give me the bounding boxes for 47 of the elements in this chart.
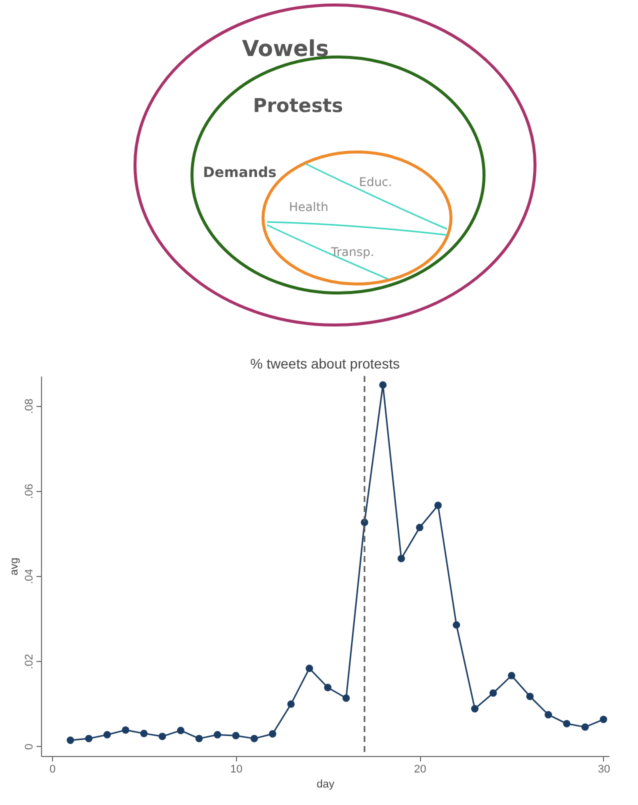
x-axis-title: day xyxy=(316,778,335,790)
text: Demands xyxy=(203,165,276,181)
y-tick-label: 0 xyxy=(24,744,36,750)
point xyxy=(140,730,148,738)
point xyxy=(306,664,314,672)
x-tick-label: 10 xyxy=(230,764,242,776)
point xyxy=(508,672,516,680)
x-tick-label: 0 xyxy=(49,764,56,776)
point xyxy=(122,726,130,734)
x-tick-label: 20 xyxy=(414,764,426,776)
text: Vowels xyxy=(242,37,329,62)
point xyxy=(600,716,608,724)
point xyxy=(324,684,332,692)
point xyxy=(581,723,589,731)
point xyxy=(563,720,570,728)
point xyxy=(66,736,74,744)
y-axis-title: avg xyxy=(8,558,20,576)
point xyxy=(232,732,240,740)
point xyxy=(526,692,534,700)
point xyxy=(158,732,166,740)
y-tick-label: .06 xyxy=(24,484,36,500)
point xyxy=(398,554,405,562)
point xyxy=(471,705,479,712)
point xyxy=(434,502,442,510)
text: Protests xyxy=(253,95,344,117)
point xyxy=(103,731,111,738)
y-tick-label: .08 xyxy=(24,398,36,414)
point xyxy=(195,734,203,742)
x-tick-label: 30 xyxy=(598,764,610,776)
y-tick-label: .02 xyxy=(24,654,36,670)
point xyxy=(287,700,295,708)
point xyxy=(379,381,387,389)
text: Transp. xyxy=(330,245,374,259)
text: Health xyxy=(289,200,328,214)
chart-title: % tweets about protests xyxy=(250,355,400,372)
point xyxy=(544,711,552,718)
point xyxy=(268,730,276,738)
point xyxy=(416,524,424,532)
point xyxy=(250,734,258,742)
text: Educ. xyxy=(359,175,392,189)
point xyxy=(176,726,184,734)
point xyxy=(85,734,92,742)
point xyxy=(342,694,350,702)
point xyxy=(489,689,497,697)
point xyxy=(214,731,222,738)
point xyxy=(452,621,460,629)
y-tick-label: .04 xyxy=(24,568,36,584)
